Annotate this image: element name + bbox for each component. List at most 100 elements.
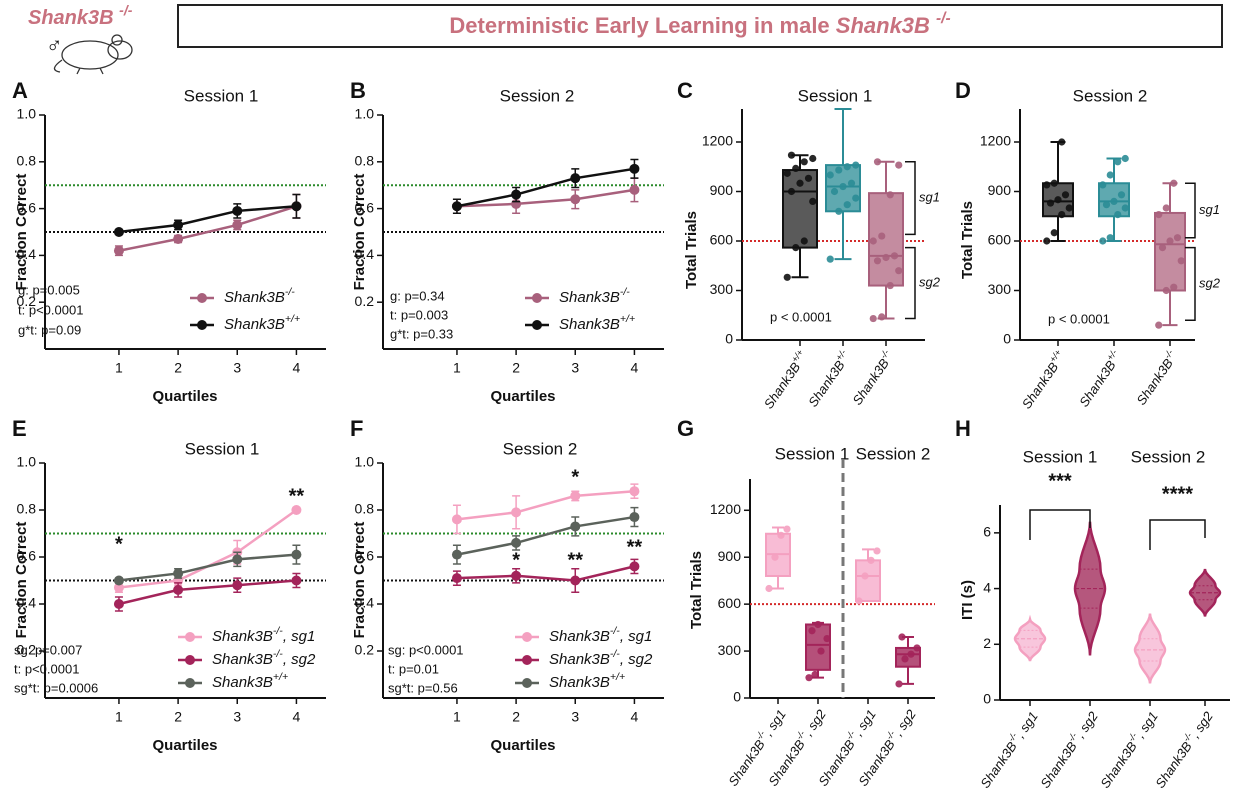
series-line	[119, 510, 296, 588]
panel-title: Session 1	[798, 86, 873, 105]
text-part: Deterministic Early Learning in male	[449, 13, 835, 38]
data-point	[1155, 211, 1162, 218]
data-point	[1051, 180, 1058, 187]
genotype-name: Shank3B	[224, 316, 285, 333]
data-point	[1103, 201, 1110, 208]
data-point	[173, 585, 183, 595]
y-tick-label: 6	[983, 524, 991, 540]
significance-bracket	[1150, 520, 1205, 550]
bracket	[1185, 248, 1195, 321]
series-line	[119, 206, 296, 232]
y-tick-label: 0.6	[17, 548, 37, 564]
data-point	[232, 580, 242, 590]
x-axis-label: Quartiles	[152, 388, 217, 405]
data-point	[570, 194, 580, 204]
legend-label: Shank3B-/-, sg1	[549, 625, 652, 645]
data-point	[887, 282, 894, 289]
data-point	[1170, 284, 1177, 291]
y-tick-label: 0.8	[17, 153, 37, 169]
genotype-name: Shank3B	[224, 289, 285, 306]
data-point	[835, 208, 842, 215]
stat-text: p < 0.0001	[1048, 311, 1110, 326]
stat-text: sg*t: p=0.56	[388, 680, 458, 695]
legend-label: Shank3B-/-, sg2	[549, 648, 653, 668]
data-point	[814, 621, 821, 628]
panel-letter: D	[955, 78, 971, 103]
stat-text: t: p=0.003	[390, 307, 448, 322]
data-point	[788, 188, 795, 195]
genotype-superscript: -/-	[620, 286, 630, 298]
data-point	[777, 532, 784, 539]
data-point	[1114, 211, 1121, 218]
genotype-name: Shank3B	[1076, 358, 1119, 410]
y-tick-label: 0.4	[17, 246, 37, 262]
x-tick-label: 3	[571, 360, 579, 376]
genotype-name: Shank3B	[766, 737, 809, 789]
panel-letter: A	[12, 78, 28, 103]
data-point	[570, 521, 580, 531]
genotype-superscript: +/+	[620, 313, 635, 325]
data-point	[1166, 237, 1173, 244]
y-tick-label: 0.6	[355, 199, 375, 215]
data-point	[452, 573, 462, 583]
y-tick-label: 0.2	[355, 642, 375, 658]
data-point	[870, 237, 877, 244]
bracket	[1185, 183, 1195, 237]
y-tick-label: 0.8	[17, 501, 37, 517]
group-title: Session 2	[856, 444, 931, 463]
genotype-name: Shank3B	[1019, 360, 1062, 412]
category-label: Shank3B-/-, sg1	[976, 708, 1041, 791]
data-point	[848, 180, 855, 187]
data-point	[796, 180, 803, 187]
data-point	[784, 274, 791, 281]
genotype-superscript: +/+	[285, 313, 300, 325]
data-point	[173, 568, 183, 578]
data-point	[891, 252, 898, 259]
text-part: , sg1	[620, 628, 653, 645]
panel-title: Session 2	[500, 86, 575, 105]
y-tick-label: 0.8	[355, 501, 375, 517]
y-tick-label: 0.6	[355, 548, 375, 564]
data-point	[511, 507, 521, 517]
y-tick-label: 1.0	[17, 106, 37, 122]
y-tick-label: 600	[988, 232, 1012, 248]
text-part: , sg1	[851, 707, 879, 739]
group-title: Session 1	[775, 444, 850, 463]
significance: *	[571, 466, 579, 488]
genotype-name: Shank3B	[836, 13, 936, 38]
category-label: Shank3B+/+	[1018, 348, 1070, 412]
legend-marker	[532, 293, 542, 303]
series-line	[457, 190, 634, 206]
x-tick-label: 2	[512, 360, 520, 376]
bracket-label: sg2	[919, 275, 941, 290]
text-part: , sg1	[1133, 709, 1161, 741]
category-label: Shank3B-/-, sg1	[1096, 708, 1161, 791]
data-point	[895, 162, 902, 169]
data-point	[1122, 155, 1129, 162]
y-tick-label: 600	[718, 595, 742, 611]
data-point	[629, 486, 639, 496]
data-point	[913, 644, 920, 651]
text-part: , sg2	[891, 706, 920, 738]
violin	[1015, 619, 1045, 661]
genotype-name: Shank3B	[559, 289, 620, 306]
data-point	[1099, 237, 1106, 244]
panel-letter: H	[955, 416, 971, 441]
data-point	[232, 554, 242, 564]
data-point	[629, 512, 639, 522]
series-line	[457, 517, 634, 555]
series-line	[119, 555, 296, 581]
data-point	[874, 257, 881, 264]
data-point	[823, 635, 830, 642]
genotype-name: Shank3B	[28, 7, 119, 29]
data-point	[1066, 204, 1073, 211]
x-tick-label: 4	[631, 360, 639, 376]
data-point	[867, 557, 874, 564]
data-point	[1062, 191, 1069, 198]
data-point	[1058, 138, 1065, 145]
category-label: Shank3B+/+	[760, 348, 812, 412]
text-part: , sg2	[283, 651, 316, 668]
x-tick-label: 3	[571, 709, 579, 725]
y-axis-label: Fraction Correct	[351, 174, 368, 291]
y-tick-label: 0	[983, 691, 991, 707]
